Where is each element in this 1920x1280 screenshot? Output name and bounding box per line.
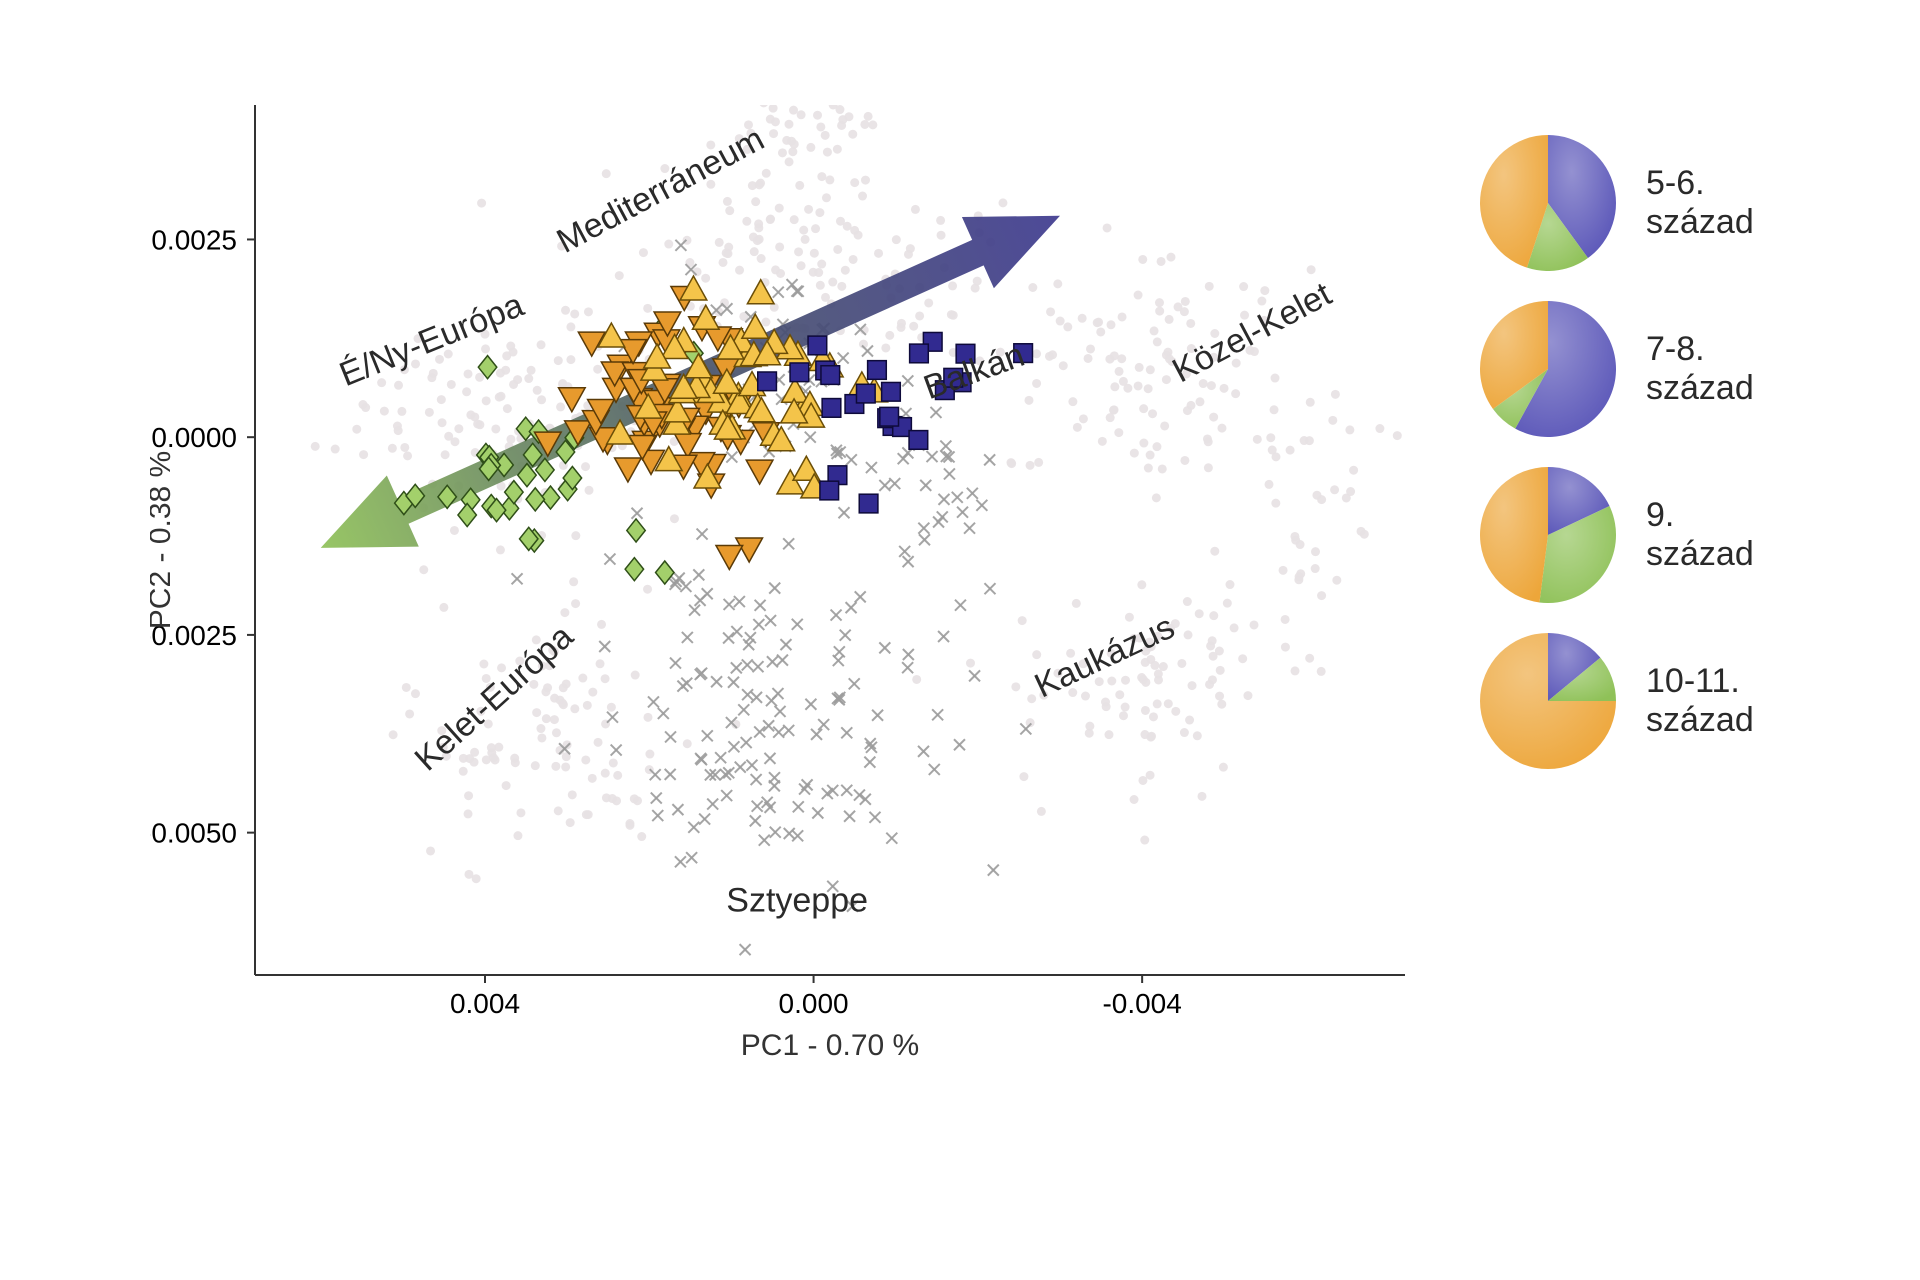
pie-label-line1: 5-6.: [1646, 164, 1754, 203]
y-axis-label: PC2 - 0.38 %: [150, 451, 177, 629]
x-tick-label: 0.000: [779, 988, 849, 1019]
pie-label: 7-8.század: [1646, 330, 1754, 408]
x-tick-label: 0.004: [450, 988, 520, 1019]
pie-label: 10-11.század: [1646, 662, 1754, 740]
pie-label-line2: század: [1646, 203, 1754, 242]
pie-slice: [1480, 467, 1548, 602]
pie-label-line2: század: [1646, 701, 1754, 740]
pie-label-line1: 10-11.: [1646, 662, 1754, 701]
region-label: Sztyeppe: [726, 882, 868, 920]
pie-row: 9.század: [1480, 467, 1880, 603]
pie-row: 7-8.század: [1480, 301, 1880, 437]
pie-row: 5-6.század: [1480, 135, 1880, 271]
pie-chart: [1480, 633, 1616, 769]
pie-label: 9.század: [1646, 496, 1754, 574]
pca-scatter-plot: 0.0040.000-0.004-0.0050-0.00250.00000.00…: [150, 80, 1450, 1080]
y-tick-label: 0.0000: [151, 422, 237, 453]
pie-chart-legend: 5-6.század7-8.század9.század10-11.század: [1480, 135, 1880, 799]
pie-chart: [1480, 467, 1616, 603]
pie-chart: [1480, 301, 1616, 437]
pie-label-line2: század: [1646, 535, 1754, 574]
y-tick-label: -0.0050: [150, 818, 237, 849]
pie-chart: [1480, 135, 1616, 271]
pie-row: 10-11.század: [1480, 633, 1880, 769]
y-tick-label: 0.0025: [151, 224, 237, 255]
x-tick-label: -0.004: [1102, 988, 1181, 1019]
pie-label-line2: század: [1646, 369, 1754, 408]
pie-label: 5-6.század: [1646, 164, 1754, 242]
pie-label-line1: 7-8.: [1646, 330, 1754, 369]
x-axis-label: PC1 - 0.70 %: [741, 1029, 919, 1062]
pie-label-line1: 9.: [1646, 496, 1754, 535]
